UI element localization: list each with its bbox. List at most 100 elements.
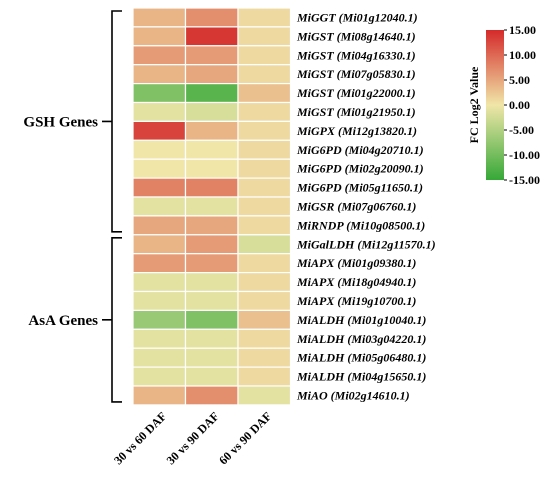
heatmap-cell <box>132 45 187 66</box>
heatmap-cell <box>184 234 239 255</box>
heatmap-cell <box>132 309 187 330</box>
heatmap-cell <box>237 139 292 160</box>
heatmap-cell <box>237 158 292 179</box>
gene-label: MiGST (Mi07g05830.1) <box>296 67 416 81</box>
heatmap-cell <box>132 139 187 160</box>
heatmap-cell <box>132 347 187 368</box>
gene-label: MiGST (Mi04g16330.1) <box>296 48 416 62</box>
heatmap-cell <box>237 196 292 217</box>
heatmap-cell <box>184 347 239 368</box>
heatmap-cell <box>184 215 239 236</box>
gene-label: MiGST (Mi01g21950.1) <box>296 105 416 119</box>
heatmap-cell <box>184 7 239 28</box>
gene-label: MiAO (Mi02g14610.1) <box>296 388 410 402</box>
heatmap-cell <box>132 272 187 293</box>
heatmap-cell <box>184 290 239 311</box>
colorbar-gradient <box>486 30 504 180</box>
heatmap-cell <box>184 26 239 47</box>
colorbar-tick-label: 5.00 <box>509 73 530 87</box>
heatmap-cell <box>132 215 187 236</box>
heatmap-cell <box>237 120 292 141</box>
heatmap-cell <box>237 45 292 66</box>
heatmap-cell <box>237 309 292 330</box>
heatmap-cell <box>237 82 292 104</box>
heatmap-cell <box>132 120 187 141</box>
colorbar: 15.00 10.00 5.00 0.00 -5.00 -10.00 -15.00 FC Lo… <box>467 23 540 187</box>
heatmap-cell <box>132 253 187 274</box>
colorbar-tick-label: -15.00 <box>509 173 540 187</box>
heatmap-cell <box>237 328 292 349</box>
group-bracket <box>102 10 122 233</box>
gene-label: MiALDH (Mi05g06480.1) <box>296 351 426 365</box>
heatmap-cell <box>237 290 292 311</box>
column-label: 30 vs 60 DAF <box>111 409 169 467</box>
heatmap-cell <box>184 82 239 104</box>
heatmap-cell <box>132 64 187 85</box>
colorbar-tick-label: 0.00 <box>509 98 530 112</box>
heatmap-cell <box>237 272 292 293</box>
heatmap-cell <box>184 158 239 179</box>
heatmap-cell <box>184 120 239 141</box>
heatmap-cell <box>132 385 187 406</box>
colorbar-title: FC Log2 Value <box>467 66 481 143</box>
column-label: 60 vs 90 DAF <box>216 409 274 467</box>
group-brackets: GSH Genes AsA Genes <box>23 10 122 403</box>
heatmap-cell <box>184 101 239 122</box>
heatmap-cell <box>237 215 292 236</box>
heatmap-cell <box>132 290 187 311</box>
heatmap-cell <box>184 309 239 330</box>
heatmap-cell <box>184 177 239 198</box>
gene-label: MiALDH (Mi01g10040.1) <box>296 313 426 327</box>
colorbar-tick-label: -10.00 <box>509 148 540 162</box>
heatmap-cell <box>237 234 292 255</box>
heatmap-cell <box>132 177 187 198</box>
heatmap-cell <box>132 328 187 349</box>
heatmap-cell <box>237 7 292 28</box>
heatmap-cell <box>237 26 292 47</box>
group-label: AsA Genes <box>28 313 98 329</box>
heatmap-cell <box>237 64 292 85</box>
gene-labels: MiGGT (Mi01g12040.1) MiGST (Mi08g14640.1)… <box>296 10 436 402</box>
heatmap-cell <box>184 272 239 293</box>
gene-label: MiG6PD (Mi05g11650.1) <box>296 181 423 195</box>
heatmap-cell <box>237 385 292 406</box>
heatmap-cell <box>132 26 187 47</box>
heatmap-cell <box>237 366 292 387</box>
heatmap-cell <box>132 101 187 122</box>
gene-label: MiALDH (Mi03g04220.1) <box>296 332 426 346</box>
heatmap-cell <box>184 253 239 274</box>
column-label: 30 vs 90 DAF <box>164 409 222 467</box>
heatmap-cell <box>184 45 239 66</box>
gene-label: MiGPX (Mi12g13820.1) <box>296 124 417 138</box>
heatmap-cell <box>184 385 239 406</box>
heatmap-cell <box>132 234 187 255</box>
heatmap-cells <box>132 7 292 406</box>
colorbar-tick-label: 10.00 <box>509 48 536 62</box>
group-label: GSH Genes <box>23 114 98 130</box>
heatmap-cell <box>237 101 292 122</box>
heatmap-cell <box>132 366 187 387</box>
heatmap-cell <box>132 82 187 104</box>
heatmap-cell <box>132 7 187 28</box>
gene-label: MiGalLDH (Mi12g11570.1) <box>296 237 436 251</box>
group-bracket <box>102 237 122 403</box>
gene-label: MiALDH (Mi04g15650.1) <box>296 370 426 384</box>
gene-label: MiAPX (Mi01g09380.1) <box>296 256 416 270</box>
gene-label: MiRNDP (Mi10g08500.1) <box>296 218 425 232</box>
colorbar-tick-label: -5.00 <box>509 123 534 137</box>
heatmap-cell <box>237 347 292 368</box>
heatmap-cell <box>184 328 239 349</box>
gene-label: MiAPX (Mi19g10700.1) <box>296 294 416 308</box>
gene-label: MiGST (Mi08g14640.1) <box>296 29 416 43</box>
heatmap-cell <box>184 196 239 217</box>
heatmap-cell <box>237 253 292 274</box>
gene-label: MiGSR (Mi07g06760.1) <box>296 199 416 213</box>
colorbar-tick-label: 15.00 <box>509 23 536 37</box>
heatmap-cell <box>132 158 187 179</box>
heatmap-cell <box>132 196 187 217</box>
gene-label: MiGST (Mi01g22000.1) <box>296 86 416 100</box>
heatmap-cell <box>184 64 239 85</box>
gene-label: MiG6PD (Mi04g20710.1) <box>296 143 424 157</box>
